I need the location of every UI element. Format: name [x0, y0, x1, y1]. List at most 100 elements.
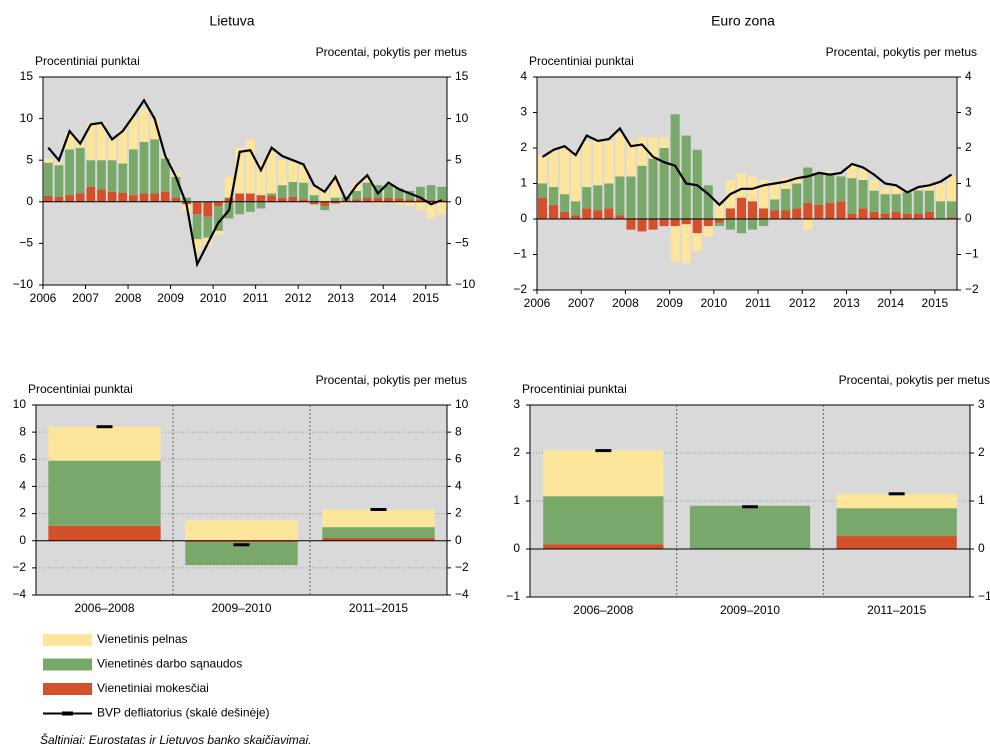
- bar-segment: [913, 190, 923, 214]
- bar-segment: [245, 201, 255, 212]
- bar-segment: [924, 190, 934, 212]
- bar-segment: [537, 197, 548, 219]
- bar-segment: [185, 542, 298, 566]
- y2-tick-label: 6: [455, 451, 462, 465]
- bar-segment: [299, 166, 308, 183]
- bar-segment: [626, 219, 636, 230]
- bar-segment: [331, 176, 340, 198]
- bar-segment: [256, 201, 266, 209]
- bar-segment: [362, 197, 372, 202]
- bar-segment: [825, 174, 835, 204]
- legend-label: Vienetiniai mokesčiai: [97, 681, 209, 695]
- bar-segment: [935, 183, 945, 202]
- y-tick-label: 6: [19, 451, 26, 465]
- bar-segment: [405, 190, 415, 200]
- y2-tick-label: −10: [455, 277, 476, 291]
- bar-segment: [814, 172, 824, 205]
- bar-segment: [560, 148, 570, 195]
- bar-segment: [118, 192, 128, 202]
- x-tick-label: 2008: [612, 296, 639, 310]
- bar-segment: [543, 496, 664, 545]
- bar-segment: [913, 213, 923, 219]
- chart-title: Lietuva: [209, 13, 254, 29]
- y2-tick-label: −2: [965, 282, 979, 296]
- y2-tick-label: 8: [455, 424, 462, 438]
- y-tick-label: −5: [19, 236, 33, 250]
- bar-segment: [97, 122, 106, 161]
- bar-segment: [160, 191, 170, 202]
- bar-segment: [341, 201, 351, 204]
- bar-segment: [537, 183, 548, 198]
- bar-segment: [759, 208, 769, 219]
- x-tick-label: 2015: [922, 296, 949, 310]
- bar-segment: [43, 162, 53, 196]
- bar-segment: [277, 185, 287, 198]
- x-tick-label: 2009: [656, 296, 683, 310]
- y2-tick-label: 0: [455, 533, 462, 547]
- bar-segment: [139, 141, 149, 194]
- bar-segment: [48, 426, 161, 461]
- deflator-marker: [233, 543, 250, 547]
- y2-tick-label: −5: [455, 236, 469, 250]
- bar-segment: [139, 108, 149, 142]
- legend-label: Vienetinės darbo sąnaudos: [97, 657, 242, 671]
- deflator-marker: [96, 425, 113, 429]
- bar-segment: [224, 197, 234, 202]
- y2-tick-label: 4: [455, 479, 462, 493]
- bar-segment: [320, 201, 330, 206]
- bar-segment: [192, 214, 202, 240]
- bar-segment: [858, 208, 868, 219]
- bar-segment: [659, 219, 669, 227]
- bar-segment: [681, 135, 691, 219]
- bar-segment: [150, 118, 159, 140]
- bar-segment: [814, 204, 824, 219]
- bar-segment: [593, 185, 603, 211]
- y-tick-label: −1: [513, 247, 527, 261]
- bar-segment: [725, 219, 735, 230]
- bar-segment: [543, 544, 664, 549]
- bar-segment: [373, 201, 383, 204]
- bar-segment: [604, 140, 614, 184]
- bar-segment: [714, 204, 724, 219]
- bar-segment: [659, 148, 669, 219]
- bar-segment: [924, 183, 934, 191]
- bar-segment: [703, 226, 713, 237]
- bar-segment: [54, 196, 64, 202]
- y2-tick-label: 10: [455, 111, 469, 125]
- bar-segment: [171, 176, 181, 198]
- bar-segment: [384, 185, 393, 198]
- y2-axis-label: Procentai, pokytis per metus: [826, 45, 977, 59]
- bar-segment: [416, 199, 425, 202]
- x-tick-label: 2014: [370, 291, 397, 305]
- y2-axis-label: Procentai, pokytis per metus: [316, 45, 467, 59]
- bar-segment: [129, 195, 138, 202]
- bar-segment: [571, 151, 581, 202]
- bar-segment: [107, 160, 117, 192]
- y-axis-label: Procentiniai punktai: [35, 54, 140, 68]
- bar-segment: [924, 211, 934, 219]
- plot-frame: [42, 76, 448, 286]
- bar-segment: [880, 187, 890, 195]
- bar-segment: [604, 183, 614, 209]
- bar-segment: [267, 151, 276, 194]
- bar-segment: [129, 149, 138, 196]
- bar-segment: [185, 540, 298, 543]
- y-axis-label: Procentiniai punktai: [529, 54, 634, 68]
- bar-segment: [681, 219, 691, 225]
- bar-segment: [97, 189, 106, 202]
- y-tick-label: 3: [520, 105, 527, 119]
- bar-segment: [224, 176, 234, 198]
- bar-segment: [747, 201, 758, 219]
- x-tick-label: 2009–2010: [211, 601, 271, 615]
- bar-segment: [362, 182, 372, 198]
- bar-segment: [394, 198, 404, 202]
- x-tick-label: 2010: [200, 291, 227, 305]
- x-tick-label: 2010: [700, 296, 727, 310]
- bar-segment: [256, 161, 266, 196]
- bar-segment: [245, 139, 255, 194]
- bar-segment: [637, 219, 647, 232]
- x-tick-label: 2013: [327, 291, 354, 305]
- bar-segment: [267, 193, 276, 196]
- bar-segment: [803, 167, 813, 204]
- deflator-marker: [595, 449, 612, 453]
